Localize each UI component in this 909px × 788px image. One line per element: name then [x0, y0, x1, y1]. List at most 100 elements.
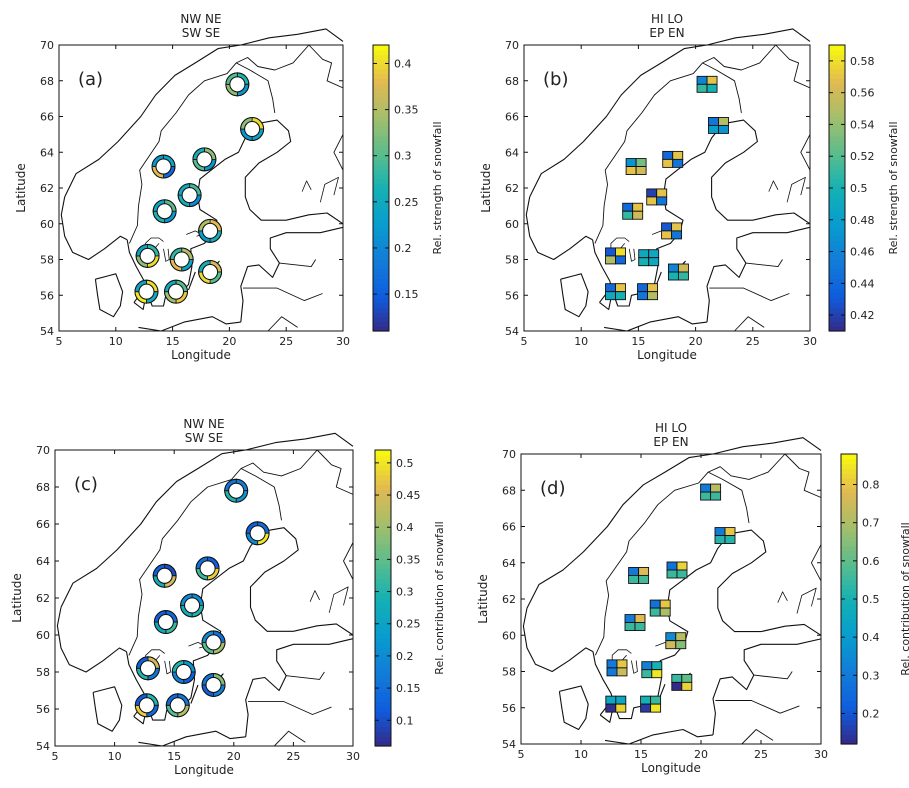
lake-outline: [164, 660, 172, 675]
colorbar-gradient-step: [373, 116, 389, 122]
square-cell: [661, 222, 673, 232]
colorbar-gradient-step: [841, 729, 857, 735]
square-cell: [615, 703, 627, 713]
colorbar-gradient-step: [841, 468, 857, 474]
lake-outline: [328, 586, 349, 613]
square-cell: [706, 75, 718, 85]
colorbar-gradient-step: [829, 197, 845, 203]
colorbar-tick-label: 0.44: [850, 277, 875, 290]
panel-label: (b): [543, 69, 568, 90]
x-tick-label: 25: [279, 335, 293, 348]
colorbar-gradient-step: [829, 273, 845, 280]
colorbar-gradient-step: [375, 484, 391, 491]
colorbar-gradient-step: [829, 121, 845, 127]
square-cell: [666, 561, 678, 571]
colorbar-gradient-step: [375, 583, 391, 589]
x-tick-label: 30: [803, 335, 817, 348]
colorbar-gradient-step: [375, 726, 391, 732]
colorbar-gradient-step: [829, 264, 845, 270]
colorbar-gradient-step: [373, 297, 389, 303]
colorbar-gradient-step: [841, 661, 857, 668]
station-marker: [665, 632, 687, 650]
lake-outline: [631, 660, 638, 674]
colorbar-gradient-step: [375, 553, 391, 560]
colorbar-gradient-step: [841, 647, 857, 653]
square-cell: [615, 255, 626, 265]
square-cell: [676, 561, 688, 571]
ring-hole: [169, 697, 186, 714]
colorbar-gradient-step: [375, 627, 391, 634]
ring-hole: [184, 597, 201, 614]
colorbar-gradient-step: [829, 164, 845, 170]
lake-outline: [768, 180, 779, 192]
coastline: [604, 728, 714, 745]
colorbar-gradient-step: [373, 188, 389, 194]
station-marker: [638, 249, 660, 267]
station-marker: [152, 199, 177, 224]
colorbar-gradient-step: [373, 249, 389, 256]
country-border: [240, 449, 354, 495]
square-cell: [605, 255, 616, 265]
colorbar-tick-label: 0.2: [862, 707, 880, 720]
colorbar-gradient-step: [375, 454, 391, 461]
station-marker: [696, 75, 718, 93]
ring-hole: [229, 76, 246, 93]
square-cell: [615, 291, 626, 301]
square-cell: [706, 83, 718, 93]
colorbar-gradient-step: [841, 594, 857, 600]
coastline: [56, 607, 127, 673]
country-border: [236, 44, 344, 89]
x-axis-label: Longitude: [174, 763, 234, 777]
colorbar-gradient-step: [841, 555, 857, 561]
colorbar-gradient-step: [375, 716, 391, 722]
colorbar-gradient-step: [829, 45, 845, 51]
ring-hole: [244, 121, 261, 138]
colorbar-gradient-step: [829, 240, 845, 246]
colorbar-gradient-step: [373, 78, 389, 84]
colorbar-gradient-step: [841, 574, 857, 581]
y-tick-label: 62: [505, 182, 519, 195]
colorbar-gradient-step: [375, 573, 391, 579]
colorbar-gradient-step: [375, 494, 391, 500]
station-marker: [245, 521, 270, 546]
y-tick-label: 62: [502, 593, 516, 606]
colorbar-gradient-step: [373, 283, 389, 289]
square-cell: [638, 257, 650, 267]
x-tick-label: 5: [56, 335, 63, 348]
colorbar-tick-label: 0.15: [394, 288, 419, 301]
colorbar-gradient-step: [829, 135, 845, 141]
colorbar-gradient-step: [841, 473, 857, 479]
square-cell: [625, 166, 637, 176]
coastline: [529, 28, 811, 198]
colorbar-gradient-step: [373, 130, 389, 137]
square-cell: [661, 230, 673, 240]
colorbar-gradient-step: [841, 734, 857, 740]
colorbar-gradient-step: [829, 278, 845, 284]
square-cell: [616, 659, 628, 669]
colorbar-gradient-step: [829, 159, 845, 165]
country-border: [708, 453, 822, 498]
square-cell: [605, 695, 617, 705]
colorbar-gradient-step: [375, 519, 391, 525]
country-border: [709, 287, 790, 302]
square-cell: [649, 599, 661, 609]
square-cell: [635, 166, 647, 176]
ring-hole: [156, 567, 173, 584]
lake-outline: [319, 176, 339, 203]
square-cell: [671, 230, 683, 240]
colorbar-tick-label: 0.25: [396, 618, 421, 631]
x-tick-label: 15: [631, 335, 645, 348]
colorbar-tick-label: 0.2: [394, 242, 412, 255]
y-tick-label: 62: [40, 182, 54, 195]
colorbar-gradient-step: [375, 642, 391, 648]
station-marker: [605, 247, 626, 265]
colorbar-gradient-step: [829, 221, 845, 227]
y-tick-label: 64: [502, 557, 516, 570]
colorbar-gradient-step: [375, 528, 391, 535]
y-tick-label: 70: [505, 39, 519, 52]
lake-outline: [796, 587, 817, 614]
colorbar-gradient-step: [373, 106, 389, 113]
square-cell: [671, 673, 683, 683]
square-cell: [656, 196, 668, 206]
colorbar-gradient-step: [375, 563, 391, 569]
